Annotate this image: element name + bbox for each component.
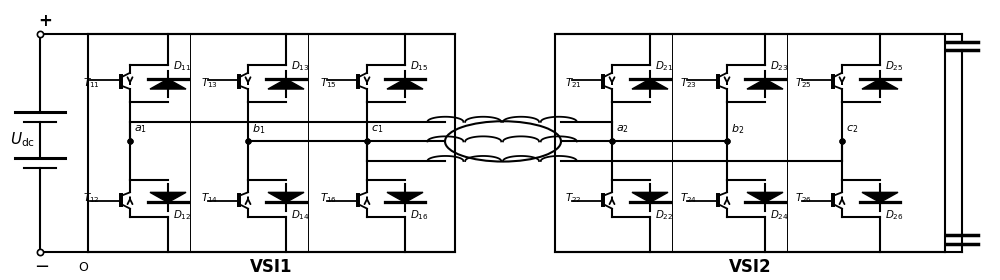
Text: $T_{16}$: $T_{16}$ [320,192,337,205]
Text: $c_2$: $c_2$ [846,123,858,135]
Polygon shape [150,79,186,89]
Polygon shape [747,192,783,202]
Text: $T_{12}$: $T_{12}$ [83,192,100,205]
Text: $T_{25}$: $T_{25}$ [795,76,812,90]
Text: $T_{15}$: $T_{15}$ [320,76,337,90]
Text: $T_{22}$: $T_{22}$ [565,192,582,205]
Polygon shape [268,192,304,202]
Polygon shape [632,192,668,202]
Text: $D_{11}$: $D_{11}$ [173,59,192,73]
Bar [88,34,455,252]
Text: $D_{26}$: $D_{26}$ [885,208,904,222]
Text: $D_{14}$: $D_{14}$ [291,208,310,222]
Text: $c_1$: $c_1$ [371,123,383,135]
Text: $T_{23}$: $T_{23}$ [680,76,697,90]
Text: +: + [38,12,52,30]
Text: $T_{24}$: $T_{24}$ [680,192,697,205]
Text: $D_{15}$: $D_{15}$ [410,59,429,73]
Polygon shape [268,79,304,89]
Polygon shape [862,79,898,89]
Text: $D_{16}$: $D_{16}$ [410,208,429,222]
Polygon shape [387,79,423,89]
Polygon shape [387,192,423,202]
Text: $D_{25}$: $D_{25}$ [885,59,904,73]
Polygon shape [862,192,898,202]
Text: $D_{24}$: $D_{24}$ [770,208,789,222]
Text: $D_{12}$: $D_{12}$ [173,208,191,222]
Text: $T_{21}$: $T_{21}$ [565,76,582,90]
Text: $-$: $-$ [34,256,50,274]
Text: $b_2$: $b_2$ [731,122,744,136]
Text: VSI2: VSI2 [729,258,771,276]
Text: $T_{26}$: $T_{26}$ [795,192,812,205]
Text: $a_1$: $a_1$ [134,123,147,135]
Polygon shape [150,192,186,202]
Text: $U_{\rm dc}$: $U_{\rm dc}$ [10,131,35,149]
Text: $D_{21}$: $D_{21}$ [655,59,674,73]
Text: O: O [78,261,88,274]
Text: $D_{23}$: $D_{23}$ [770,59,789,73]
Text: $T_{11}$: $T_{11}$ [83,76,100,90]
Text: $T_{14}$: $T_{14}$ [201,192,218,205]
Text: $D_{22}$: $D_{22}$ [655,208,673,222]
Polygon shape [632,79,668,89]
Text: $D_{13}$: $D_{13}$ [291,59,310,73]
Polygon shape [747,79,783,89]
Text: $T_{13}$: $T_{13}$ [201,76,218,90]
Text: $b_1$: $b_1$ [252,122,265,136]
Text: VSI1: VSI1 [250,258,293,276]
Text: $a_2$: $a_2$ [616,123,629,135]
Bar [555,34,945,252]
